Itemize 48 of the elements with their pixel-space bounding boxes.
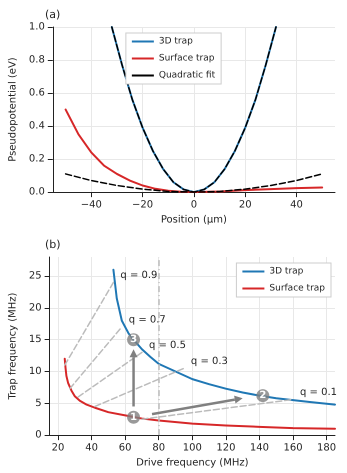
annotation: 2 [259,390,266,402]
annotation: q = 0.3 [190,356,228,367]
x-tick-label: 180 [317,442,336,454]
x-tick-label: −20 [132,200,154,211]
x-tick-label: 40 [290,200,303,211]
x-tick-label: 100 [182,442,202,454]
x-tick-label: 120 [216,442,236,454]
y-tick-label: 0.4 [28,120,45,132]
legend-label: Quadratic fit [158,70,216,80]
y-tick-label: 0.8 [28,54,45,66]
y-tick-label: 25 [28,270,42,282]
y-tick-label: 0.6 [28,88,45,99]
annotation: q = 0.5 [148,340,186,351]
chart-title: (b) [45,238,61,251]
x-tick-label: 80 [152,442,166,454]
y-tick-label: 0 [35,430,42,441]
x-axis-title: Drive frequency (MHz) [136,458,249,468]
line-series [64,108,324,194]
y-tick-label: 20 [28,302,42,314]
x-tick-label: 160 [283,442,303,454]
y-axis-title: Trap frequency (MHz) [8,292,18,401]
legend-label: 3D trap [269,266,304,276]
legend-label: Surface trap [269,284,326,294]
annotation: q = 0.7 [128,314,166,326]
x-tick-label: 0 [190,200,198,211]
y-tick-label: 10 [28,366,42,377]
x-axis-title: Position (μm) [160,214,228,226]
legend-label: Surface trap [158,54,215,64]
x-tick-label: −40 [80,200,102,211]
legend-label: 3D trap [158,36,194,46]
x-tick-label: 20 [52,442,64,454]
x-tick-label: 40 [85,442,98,454]
x-tick-label: 20 [238,200,252,211]
y-tick-label: 0.0 [28,186,45,198]
annotation: q = 0.1 [300,386,338,398]
annotation: 3 [130,334,138,346]
annotation: q = 0.9 [120,270,158,281]
chart-title: (a) [45,8,60,21]
y-tick-label: 0.2 [28,154,45,165]
y-tick-label: 5 [35,398,42,409]
y-axis-title: Pseudopotential (eV) [8,57,18,162]
annotation: 1 [130,412,138,423]
y-tick-label: 15 [28,334,42,346]
x-tick-label: 60 [118,442,132,454]
x-tick-label: 140 [250,442,270,454]
line-series [64,358,336,430]
y-tick-label: 1.0 [28,22,45,32]
line-series [112,268,336,406]
